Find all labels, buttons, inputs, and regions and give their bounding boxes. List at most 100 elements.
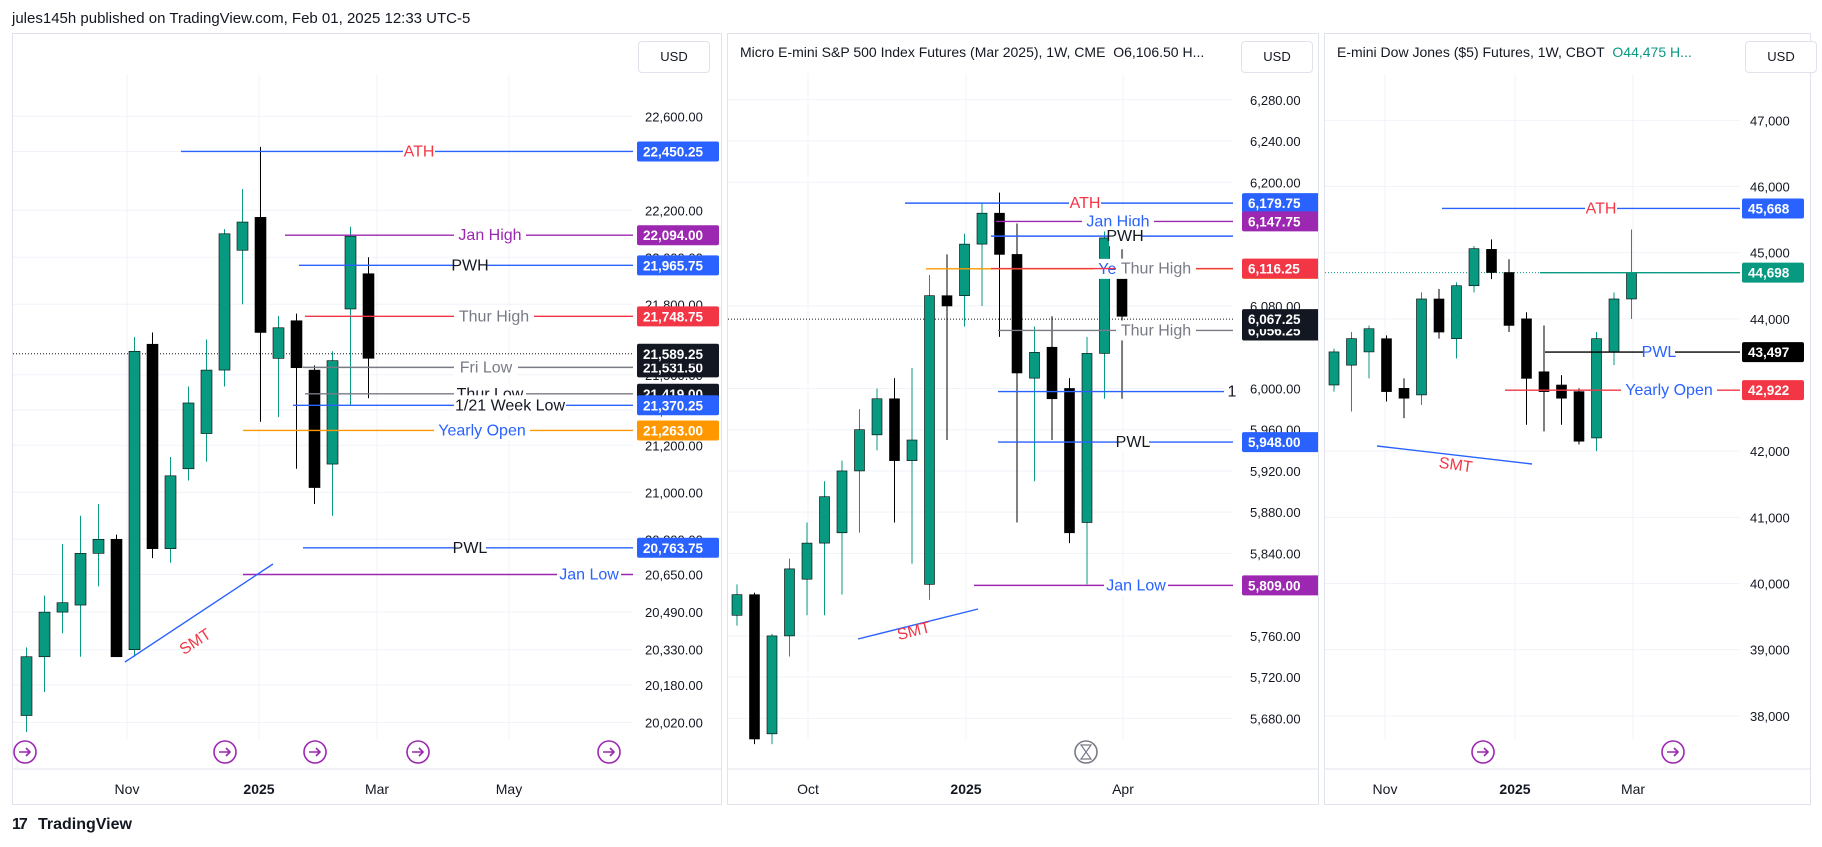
candle-body bbox=[854, 429, 865, 472]
y-tick-label: 45,000 bbox=[1750, 246, 1790, 261]
candle-body bbox=[801, 542, 813, 580]
candle-body bbox=[1433, 298, 1445, 333]
x-tick-label: Nov bbox=[1373, 781, 1398, 797]
level-label-bg bbox=[1585, 198, 1617, 219]
candle-body bbox=[1538, 371, 1550, 392]
price-tag: 5,809.00 bbox=[1248, 578, 1301, 593]
currency-button[interactable]: USD bbox=[1241, 41, 1313, 73]
candle-body bbox=[731, 594, 743, 616]
candle-body bbox=[272, 327, 285, 359]
level-label: Thur High bbox=[459, 308, 529, 325]
y-tick-label: 20,330.00 bbox=[645, 643, 703, 658]
candle-body bbox=[1591, 338, 1602, 439]
y-tick-label: 42,000 bbox=[1750, 444, 1790, 459]
x-tick-label: 2025 bbox=[950, 781, 981, 797]
candle-body bbox=[1503, 272, 1515, 326]
candle-body bbox=[164, 475, 177, 549]
y-tick-label: 40,000 bbox=[1750, 577, 1790, 592]
level-label: PWL bbox=[1116, 434, 1151, 451]
candle-body bbox=[976, 212, 988, 245]
candle-body bbox=[308, 369, 321, 488]
candle-body bbox=[1451, 285, 1462, 339]
y-tick-label: 6,280.00 bbox=[1250, 93, 1301, 108]
level-label: PWH bbox=[451, 257, 488, 274]
price-tag-bg bbox=[1742, 342, 1804, 363]
chart-panel-left[interactable]: USD 22,600.0022,450.0022,200.0022,000.00… bbox=[12, 33, 722, 805]
level-label-bg bbox=[454, 225, 526, 246]
candle-body bbox=[128, 350, 141, 651]
y-tick-label: 21,200.00 bbox=[645, 438, 703, 453]
y-tick-label: 20,180.00 bbox=[645, 678, 703, 693]
candle-body bbox=[56, 602, 69, 613]
candle-body bbox=[1346, 338, 1357, 366]
x-tick-label: Nov bbox=[115, 781, 140, 797]
candle-body bbox=[1521, 318, 1532, 379]
candle-body bbox=[1064, 388, 1075, 534]
arrow-icon bbox=[1477, 747, 1490, 757]
price-tag: 21,370.25 bbox=[643, 398, 704, 413]
candle-body bbox=[1099, 237, 1110, 354]
symbol-header[interactable]: Micro E-mini S&P 500 Index Futures (Mar … bbox=[740, 44, 1204, 60]
candle-body bbox=[924, 295, 935, 585]
candle-body bbox=[1608, 298, 1620, 353]
y-tick-label: 20,650.00 bbox=[645, 568, 703, 583]
smt-label: SMT bbox=[1438, 455, 1474, 477]
ohlc-readout: O6,106.50 H... bbox=[1113, 44, 1205, 60]
level-label: ATH bbox=[1586, 200, 1617, 217]
currency-button[interactable]: USD bbox=[638, 41, 710, 73]
price-tag: 20,763.75 bbox=[643, 541, 704, 556]
chart-panel-right[interactable]: E-mini Dow Jones ($5) Futures, 1W, CBOT … bbox=[1324, 33, 1817, 805]
chart-panel-middle[interactable]: Micro E-mini S&P 500 Index Futures (Mar … bbox=[727, 33, 1319, 805]
candle-body bbox=[20, 656, 33, 716]
level-label-bg bbox=[1104, 575, 1168, 596]
chart-canvas-middle[interactable]: 6,280.006,240.006,200.006,080.006,000.00… bbox=[728, 34, 1318, 804]
candle-body bbox=[784, 568, 795, 637]
x-tick-label: 2025 bbox=[243, 781, 274, 797]
candle-body bbox=[994, 212, 1005, 255]
candle-body bbox=[146, 343, 159, 549]
y-tick-label: 22,600.00 bbox=[645, 109, 703, 124]
smt-line bbox=[1376, 445, 1533, 465]
smt-label: SMT bbox=[895, 619, 932, 644]
x-tick-label: 2025 bbox=[1499, 781, 1530, 797]
level-label: Yearly Open bbox=[438, 422, 525, 439]
price-tag: 6,179.75 bbox=[1248, 196, 1301, 211]
price-tag: 5,948.00 bbox=[1248, 435, 1301, 450]
currency-button[interactable]: USD bbox=[1745, 41, 1817, 73]
price-tag-bg bbox=[637, 255, 719, 276]
price-tag: 45,668 bbox=[1748, 201, 1790, 216]
arrow-icon bbox=[219, 747, 232, 757]
candle-body bbox=[1573, 391, 1585, 442]
candle-body bbox=[1486, 249, 1497, 273]
candle-body bbox=[941, 295, 953, 307]
level-label: 1 bbox=[1228, 384, 1237, 401]
smt-label: SMT bbox=[177, 626, 215, 659]
candle-body bbox=[326, 360, 339, 465]
symbol-header[interactable]: E-mini Dow Jones ($5) Futures, 1W, CBOT … bbox=[1337, 44, 1692, 60]
level-label: PWL bbox=[1642, 344, 1677, 361]
candle-body bbox=[766, 635, 778, 735]
chart-canvas-left[interactable]: 22,600.0022,450.0022,200.0022,000.0021,8… bbox=[13, 34, 721, 804]
level-label-bg bbox=[454, 395, 566, 416]
level-label-bg bbox=[1069, 193, 1101, 214]
candle-body bbox=[200, 369, 213, 434]
price-tag-bg bbox=[637, 306, 719, 327]
tradingview-brand[interactable]: 17 TradingView bbox=[12, 816, 132, 834]
arrow-icon bbox=[1667, 747, 1680, 757]
y-tick-label: 44,000 bbox=[1750, 312, 1790, 327]
y-tick-label: 46,000 bbox=[1750, 179, 1790, 194]
x-tick-label: Oct bbox=[797, 781, 819, 797]
level-label: Thur High bbox=[1121, 261, 1191, 278]
price-tag-bg bbox=[637, 395, 719, 416]
candle-body bbox=[1416, 298, 1427, 396]
y-tick-label: 6,200.00 bbox=[1250, 175, 1301, 190]
y-tick-label: 47,000 bbox=[1750, 113, 1790, 128]
ohlc-readout: O44,475 H... bbox=[1612, 44, 1692, 60]
price-tag-bg bbox=[1742, 198, 1804, 219]
price-tag-bg bbox=[1242, 193, 1318, 214]
arrow-icon bbox=[603, 747, 616, 757]
chart-canvas-right[interactable]: 47,000 46,000 45,000 44,000 42,000 41,000 40,0… bbox=[1325, 34, 1810, 804]
level-label-bg bbox=[1224, 381, 1240, 402]
last-price-tag: 6,067.25 bbox=[1248, 312, 1301, 327]
price-tag-bg bbox=[637, 537, 719, 558]
